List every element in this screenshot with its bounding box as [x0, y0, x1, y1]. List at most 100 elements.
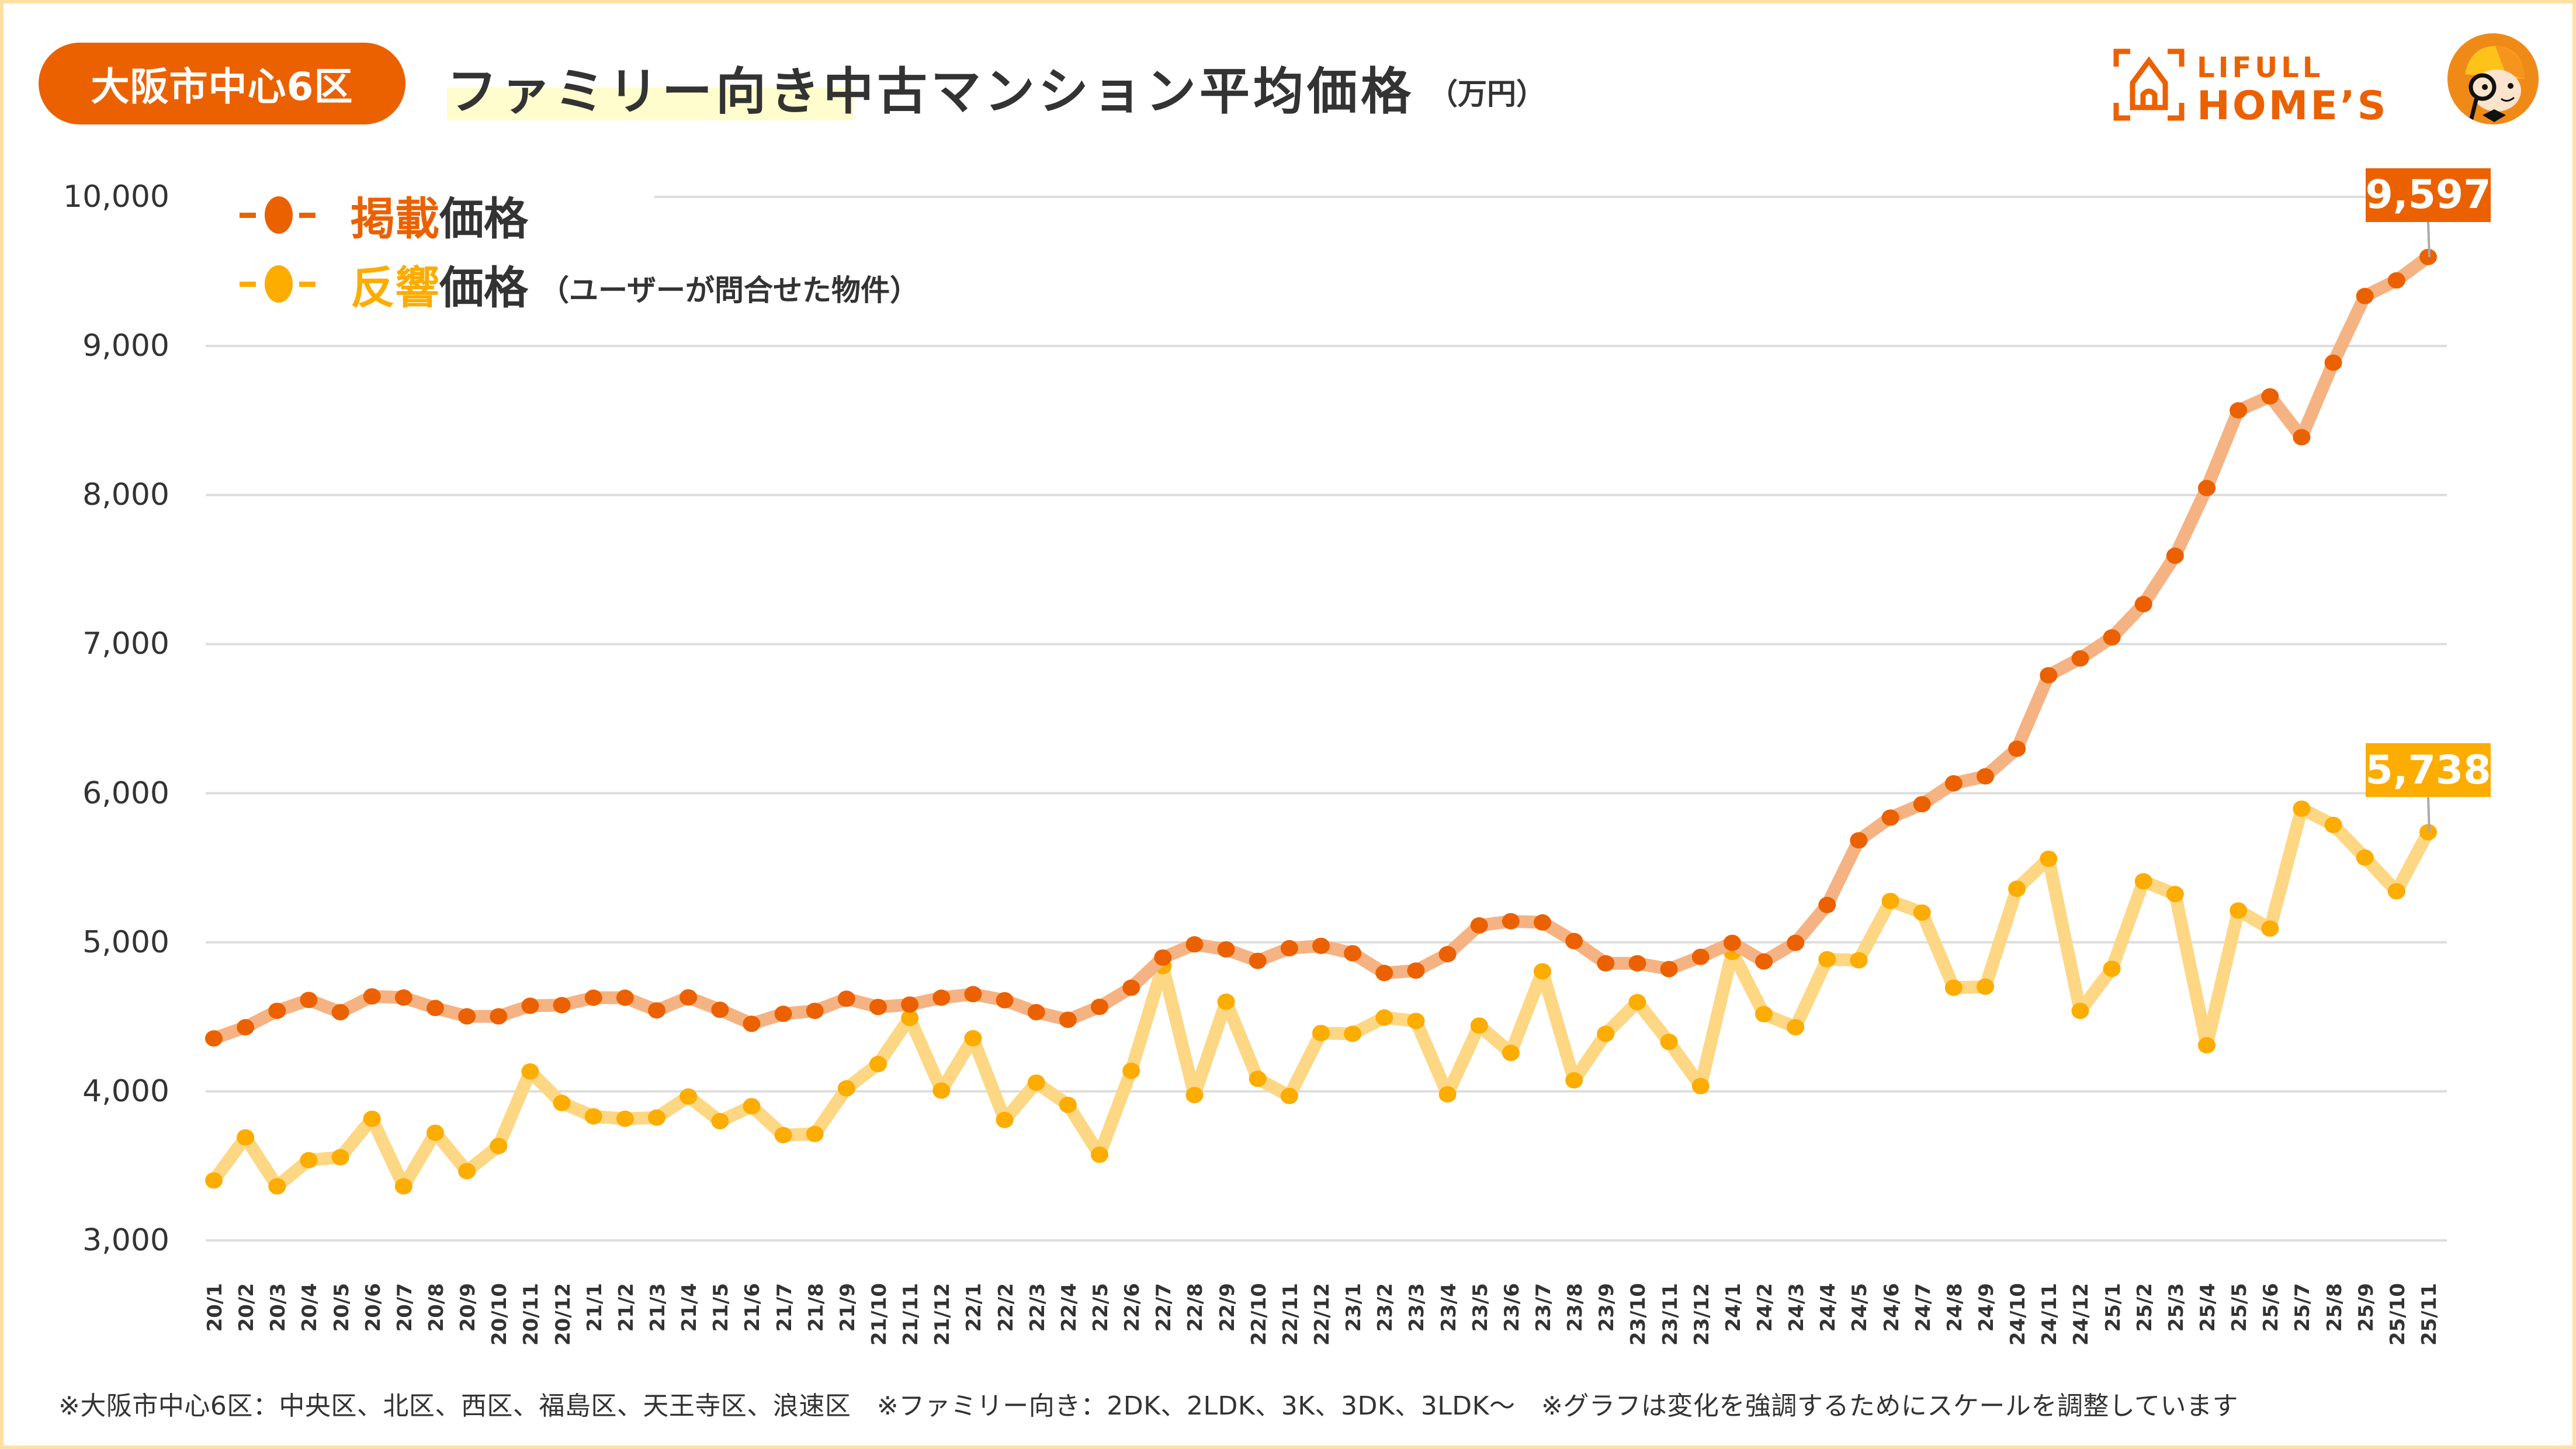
x-tick-label: 24/6	[1880, 1283, 1904, 1332]
x-tick-label: 21/4	[678, 1283, 702, 1332]
data-point	[2040, 850, 2058, 867]
legend-highlight-response: 反響	[351, 262, 439, 314]
badge-leader-line	[2427, 221, 2431, 257]
y-tick-label: 4,000	[82, 1073, 169, 1109]
data-point	[1818, 951, 1836, 968]
data-point	[1217, 941, 1235, 958]
x-tick-label: 22/5	[1089, 1283, 1112, 1332]
data-point	[1217, 993, 1235, 1010]
x-tick-label: 21/3	[646, 1283, 670, 1332]
data-point	[648, 1109, 665, 1126]
data-point	[1660, 1034, 1678, 1051]
series-line	[207, 802, 2435, 1193]
x-tick-label: 23/8	[1563, 1283, 1587, 1332]
x-tick-label: 22/9	[1215, 1283, 1239, 1332]
data-point	[205, 1030, 223, 1047]
data-point	[1977, 768, 1994, 785]
legend-label-listed: 価格	[439, 193, 528, 245]
data-point	[490, 1138, 508, 1155]
legend-marker-listed	[240, 192, 316, 238]
x-tick-label: 20/11	[519, 1283, 543, 1346]
data-point	[1122, 1062, 1140, 1079]
x-tick-label: 22/2	[994, 1283, 1018, 1332]
x-tick-label: 20/9	[456, 1283, 480, 1332]
data-point	[2356, 849, 2374, 866]
data-point	[237, 1019, 255, 1036]
data-point	[2198, 1037, 2216, 1054]
data-point	[2356, 287, 2374, 304]
latest-value-badge-response: 5,738	[2365, 743, 2491, 798]
y-tick-label: 8,000	[82, 477, 169, 513]
data-point	[1597, 1025, 1615, 1042]
x-tick-label: 24/5	[1848, 1283, 1872, 1332]
x-tick-label: 22/7	[1152, 1283, 1176, 1332]
data-point	[774, 1126, 792, 1143]
x-tick-label: 23/11	[1658, 1283, 1682, 1346]
data-point	[205, 1172, 223, 1189]
data-point	[869, 1056, 887, 1073]
x-tick-label: 25/3	[2164, 1283, 2188, 1332]
x-tick-label: 21/2	[614, 1283, 638, 1332]
x-tick-label: 24/10	[2006, 1283, 2030, 1346]
data-point	[521, 997, 539, 1014]
data-point	[837, 990, 855, 1007]
data-point	[1913, 904, 1931, 921]
y-tick-label: 6,000	[82, 775, 169, 811]
latest-value-badge-listed: 9,597	[2365, 168, 2491, 222]
data-point	[2293, 800, 2311, 817]
data-point	[1944, 775, 1963, 792]
data-point	[1502, 1045, 1520, 1062]
data-point	[2008, 881, 2026, 897]
data-point	[553, 1094, 571, 1111]
data-point	[2324, 354, 2342, 371]
data-point	[837, 1080, 855, 1097]
data-point	[774, 1006, 792, 1022]
data-point	[1470, 917, 1488, 934]
data-point	[2230, 902, 2248, 919]
data-point	[1375, 1009, 1393, 1026]
x-tick-label: 25/5	[2228, 1283, 2252, 1332]
data-point	[2230, 402, 2248, 419]
house-frame-icon	[2113, 48, 2185, 121]
x-tick-label: 21/9	[835, 1283, 859, 1332]
logo-text-top: LIFULL	[2197, 51, 2324, 84]
x-tick-label: 24/9	[1975, 1283, 1998, 1332]
data-point	[1755, 953, 1773, 970]
x-tick-label: 24/3	[1785, 1283, 1809, 1332]
data-point	[1470, 1017, 1488, 1034]
x-tick-label: 25/11	[2418, 1283, 2441, 1346]
data-point	[1249, 952, 1267, 969]
x-tick-label: 24/7	[1911, 1283, 1935, 1332]
x-tick-label: 20/1	[203, 1283, 227, 1332]
data-point	[1027, 1074, 1045, 1091]
unit-label: （万円）	[1429, 77, 1545, 111]
x-tick-label: 24/12	[2069, 1283, 2093, 1346]
x-tick-label: 24/1	[1721, 1283, 1745, 1332]
data-point	[394, 1178, 412, 1195]
data-point	[268, 1003, 286, 1020]
data-point	[2198, 480, 2216, 497]
data-point	[1534, 914, 1551, 931]
x-tick-label: 20/12	[551, 1283, 575, 1346]
x-tick-label: 22/11	[1278, 1283, 1302, 1346]
x-tick-label: 20/6	[361, 1283, 385, 1332]
data-point	[743, 1015, 761, 1032]
data-point	[1280, 940, 1298, 956]
lifull-homes-logo: LIFULL HOME’S	[2113, 48, 2388, 123]
x-tick-label: 23/2	[1374, 1283, 1398, 1332]
data-point	[2008, 740, 2026, 757]
data-point	[331, 1149, 349, 1166]
x-tick-label: 25/1	[2101, 1283, 2125, 1332]
data-point	[679, 989, 698, 1006]
data-point	[1249, 1070, 1267, 1087]
footnote: ※大阪市中心6区：中央区、北区、西区、福島区、天王寺区、浪速区 ※ファミリー向き…	[58, 1391, 2239, 1421]
data-point	[331, 1004, 349, 1021]
data-point	[1660, 961, 1678, 977]
x-tick-label: 22/6	[1121, 1283, 1145, 1332]
data-point	[521, 1063, 539, 1080]
data-point	[1059, 1011, 1077, 1028]
logo-text-bottom: HOME’S	[2197, 83, 2388, 123]
data-point	[1565, 933, 1583, 949]
data-point	[427, 1124, 444, 1141]
data-point	[1185, 1087, 1204, 1104]
